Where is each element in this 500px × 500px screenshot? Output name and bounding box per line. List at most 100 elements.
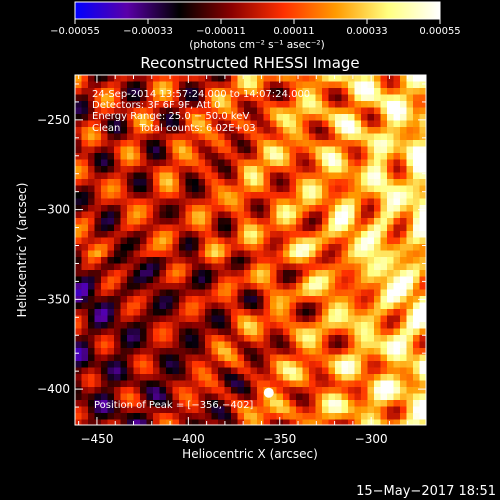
- heatmap-cell: [367, 322, 375, 329]
- heatmap-cell: [75, 166, 82, 173]
- heatmap-cell: [172, 146, 180, 154]
- heatmap-cell: [218, 107, 225, 115]
- heatmap-cell: [159, 185, 167, 193]
- heatmap-cell: [198, 406, 206, 414]
- heatmap-cell: [185, 380, 193, 388]
- heatmap-cell: [211, 289, 219, 297]
- heatmap-cell: [289, 413, 297, 420]
- heatmap-cell: [335, 120, 342, 128]
- heatmap-cell: [218, 159, 225, 167]
- heatmap-cell: [205, 348, 212, 355]
- heatmap-cell: [374, 296, 381, 303]
- heatmap-cell: [218, 374, 225, 381]
- heatmap-cell: [153, 361, 160, 368]
- heatmap-cell: [309, 114, 316, 121]
- heatmap-cell: [302, 289, 310, 297]
- heatmap-cell: [289, 75, 297, 82]
- heatmap-cell: [218, 231, 225, 238]
- heatmap-cell: [400, 283, 407, 290]
- heatmap-cell: [120, 244, 128, 251]
- heatmap-cell: [289, 367, 297, 375]
- heatmap-cell: [309, 218, 316, 225]
- heatmap-cell: [302, 328, 310, 336]
- heatmap-cell: [257, 179, 264, 186]
- heatmap-cell: [393, 237, 401, 245]
- heatmap-cell: [94, 94, 102, 102]
- heatmap-cell: [361, 237, 368, 245]
- heatmap-cell: [387, 380, 394, 388]
- heatmap-cell: [341, 270, 349, 277]
- heatmap-cell: [380, 361, 388, 368]
- heatmap-cell: [335, 328, 342, 336]
- heatmap-cell: [244, 341, 251, 349]
- heatmap-cell: [120, 114, 128, 121]
- heatmap-cell: [387, 341, 394, 349]
- heatmap-cell: [322, 322, 329, 329]
- heatmap-cell: [101, 322, 108, 329]
- heatmap-cell: [263, 153, 271, 160]
- heatmap-cell: [127, 166, 134, 173]
- heatmap-cell: [107, 361, 115, 368]
- heatmap-cell: [315, 341, 323, 349]
- heatmap-cell: [192, 413, 199, 420]
- heatmap-cell: [218, 237, 225, 245]
- heatmap-cell: [114, 283, 121, 290]
- heatmap-cell: [166, 283, 173, 290]
- heatmap-cell: [75, 159, 82, 167]
- heatmap-cell: [374, 354, 381, 362]
- heatmap-cell: [335, 406, 342, 414]
- heatmap-cell: [218, 153, 225, 160]
- heatmap-cell: [270, 400, 277, 407]
- heatmap-cell: [250, 367, 258, 375]
- heatmap-cell: [348, 127, 355, 134]
- heatmap-cell: [101, 159, 108, 167]
- heatmap-cell: [283, 205, 290, 212]
- heatmap-cell: [140, 400, 147, 407]
- heatmap-cell: [257, 198, 264, 206]
- heatmap-cell: [302, 354, 310, 362]
- heatmap-cell: [166, 250, 173, 258]
- heatmap-cell: [218, 335, 225, 342]
- heatmap-cell: [296, 296, 303, 303]
- heatmap-cell: [88, 107, 95, 115]
- heatmap-cell: [166, 367, 173, 375]
- heatmap-cell: [224, 75, 232, 82]
- heatmap-cell: [224, 302, 232, 310]
- heatmap-cell: [263, 270, 271, 277]
- heatmap-cell: [231, 185, 238, 193]
- heatmap-cell: [94, 413, 102, 420]
- heatmap-cell: [192, 140, 199, 147]
- heatmap-cell: [205, 289, 212, 297]
- heatmap-cell: [380, 140, 388, 147]
- heatmap-cell: [185, 406, 193, 414]
- heatmap-cell: [263, 159, 271, 167]
- heatmap-cell: [302, 127, 310, 134]
- heatmap-cell: [166, 224, 173, 232]
- heatmap-cell: [341, 283, 349, 290]
- heatmap-cell: [107, 250, 115, 258]
- heatmap-cell: [283, 107, 290, 115]
- heatmap-cell: [380, 159, 388, 167]
- heatmap-cell: [322, 302, 329, 310]
- heatmap-cell: [146, 354, 154, 362]
- heatmap-cell: [159, 153, 167, 160]
- heatmap-cell: [348, 88, 355, 95]
- heatmap-cell: [302, 75, 310, 82]
- heatmap-cell: [361, 211, 368, 219]
- heatmap-cell: [75, 322, 82, 329]
- y-tick-label: −300: [37, 203, 70, 217]
- heatmap-cell: [341, 231, 349, 238]
- heatmap-cell: [244, 315, 251, 323]
- heatmap-cell: [205, 328, 212, 336]
- heatmap-cell: [237, 393, 245, 401]
- heatmap-cell: [315, 81, 323, 89]
- heatmap-cell: [107, 354, 115, 362]
- heatmap-cell: [107, 198, 115, 206]
- heatmap-cell: [263, 94, 271, 102]
- heatmap-cell: [153, 153, 160, 160]
- heatmap-cell: [276, 127, 284, 134]
- heatmap-cell: [237, 88, 245, 95]
- heatmap-cell: [270, 75, 277, 82]
- heatmap-cell: [231, 393, 238, 401]
- heatmap-cell: [387, 146, 394, 154]
